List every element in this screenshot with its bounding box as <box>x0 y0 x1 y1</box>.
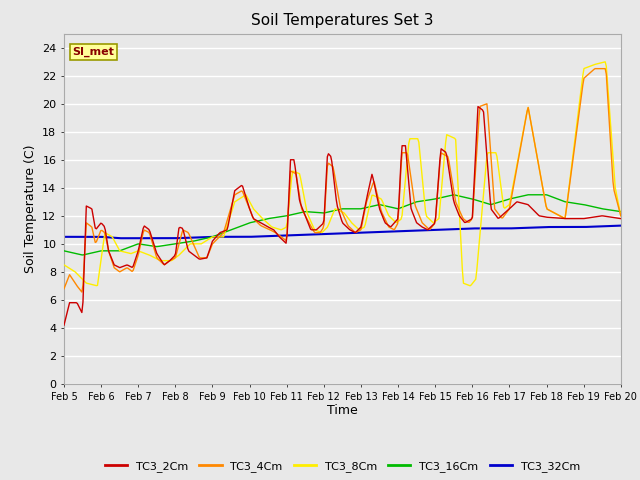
Title: Soil Temperatures Set 3: Soil Temperatures Set 3 <box>251 13 434 28</box>
Y-axis label: Soil Temperature (C): Soil Temperature (C) <box>24 144 36 273</box>
Legend: TC3_2Cm, TC3_4Cm, TC3_8Cm, TC3_16Cm, TC3_32Cm: TC3_2Cm, TC3_4Cm, TC3_8Cm, TC3_16Cm, TC3… <box>100 457 584 477</box>
X-axis label: Time: Time <box>327 405 358 418</box>
Text: SI_met: SI_met <box>72 47 114 57</box>
